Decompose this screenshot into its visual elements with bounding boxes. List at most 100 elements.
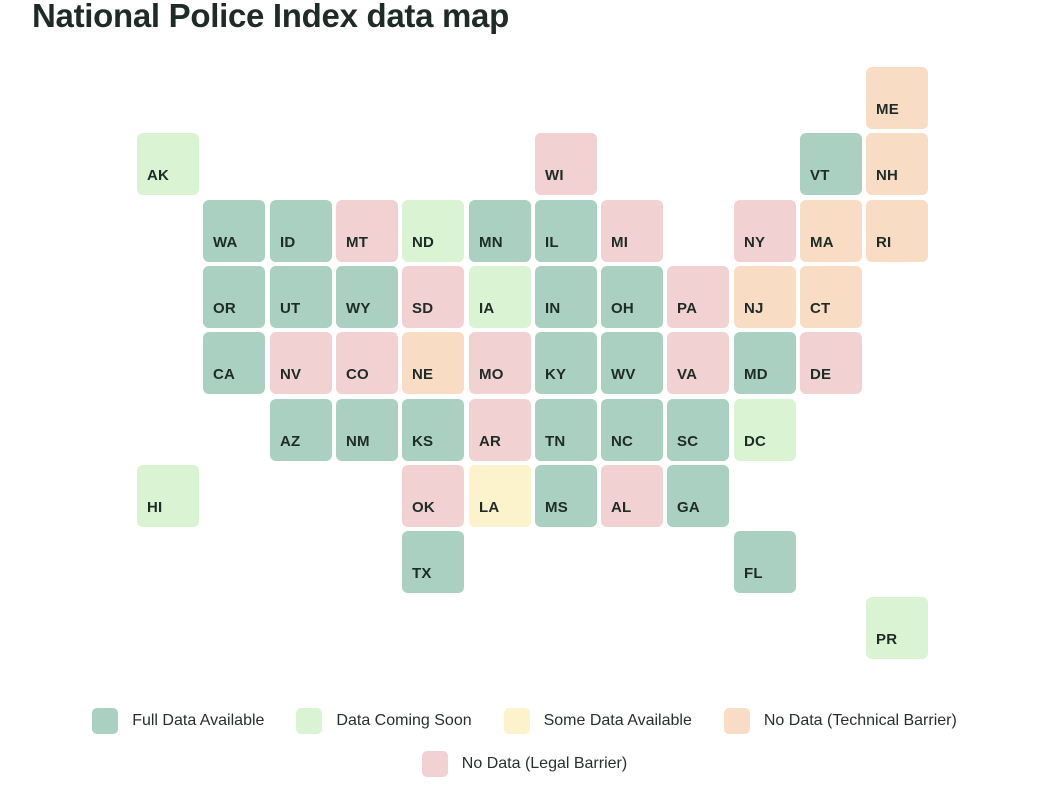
state-tile-nc[interactable]: NC — [601, 399, 663, 461]
state-tile-co[interactable]: CO — [336, 332, 398, 394]
state-tile-mo[interactable]: MO — [469, 332, 531, 394]
legend-label: Some Data Available — [543, 712, 692, 729]
legend-item-tech: No Data (Technical Barrier) — [723, 708, 957, 734]
state-tile-wv[interactable]: WV — [601, 332, 663, 394]
state-tile-ny[interactable]: NY — [734, 200, 796, 262]
state-tile-ms[interactable]: MS — [535, 465, 597, 527]
state-label: AZ — [280, 433, 301, 450]
state-tile-in[interactable]: IN — [535, 266, 597, 328]
state-tile-il[interactable]: IL — [535, 200, 597, 262]
state-tile-dc[interactable]: DC — [734, 399, 796, 461]
state-label: MT — [346, 234, 369, 251]
state-tile-me[interactable]: ME — [866, 67, 928, 129]
state-tile-tx[interactable]: TX — [402, 531, 464, 593]
state-tile-ia[interactable]: IA — [469, 266, 531, 328]
legend-label: No Data (Legal Barrier) — [461, 755, 628, 772]
state-tile-pa[interactable]: PA — [667, 266, 729, 328]
state-tile-md[interactable]: MD — [734, 332, 796, 394]
state-label: ND — [412, 234, 435, 251]
state-tile-nv[interactable]: NV — [270, 332, 332, 394]
state-tile-wy[interactable]: WY — [336, 266, 398, 328]
state-tile-nd[interactable]: ND — [402, 200, 464, 262]
state-label: MA — [810, 234, 834, 251]
state-label: IN — [545, 300, 561, 317]
state-tile-wi[interactable]: WI — [535, 133, 597, 195]
state-label: FL — [744, 565, 763, 582]
page-title: National Police Index data map — [32, 0, 509, 34]
state-tile-ri[interactable]: RI — [866, 200, 928, 262]
state-tile-nj[interactable]: NJ — [734, 266, 796, 328]
state-tile-ks[interactable]: KS — [402, 399, 464, 461]
legend-label: Data Coming Soon — [336, 712, 472, 729]
state-tile-ok[interactable]: OK — [402, 465, 464, 527]
state-tile-mt[interactable]: MT — [336, 200, 398, 262]
state-tile-mn[interactable]: MN — [469, 200, 531, 262]
state-label: RI — [876, 234, 892, 251]
state-label: MD — [744, 366, 768, 383]
state-label: DC — [744, 433, 767, 450]
state-tile-hi[interactable]: HI — [137, 465, 199, 527]
state-tile-ut[interactable]: UT — [270, 266, 332, 328]
state-tile-ma[interactable]: MA — [800, 200, 862, 262]
state-tile-ar[interactable]: AR — [469, 399, 531, 461]
state-label: CA — [213, 366, 236, 383]
legend-row-2: No Data (Legal Barrier) — [0, 751, 1049, 777]
state-tile-pr[interactable]: PR — [866, 597, 928, 659]
state-label: NH — [876, 167, 899, 184]
state-tile-ky[interactable]: KY — [535, 332, 597, 394]
state-tile-vt[interactable]: VT — [800, 133, 862, 195]
state-tile-or[interactable]: OR — [203, 266, 265, 328]
state-label: HI — [147, 499, 163, 516]
state-tile-ga[interactable]: GA — [667, 465, 729, 527]
state-label: MO — [479, 366, 504, 383]
state-tile-ak[interactable]: AK — [137, 133, 199, 195]
state-tile-az[interactable]: AZ — [270, 399, 332, 461]
state-label: PA — [677, 300, 698, 317]
state-label: DE — [810, 366, 832, 383]
state-tile-id[interactable]: ID — [270, 200, 332, 262]
state-label: SC — [677, 433, 699, 450]
state-label: UT — [280, 300, 301, 317]
state-tile-al[interactable]: AL — [601, 465, 663, 527]
legend-swatch — [723, 708, 750, 734]
legend-label: Full Data Available — [132, 712, 265, 729]
state-tile-fl[interactable]: FL — [734, 531, 796, 593]
state-tile-oh[interactable]: OH — [601, 266, 663, 328]
state-tile-sc[interactable]: SC — [667, 399, 729, 461]
state-tile-wa[interactable]: WA — [203, 200, 265, 262]
state-label: OR — [213, 300, 236, 317]
state-label: MN — [479, 234, 503, 251]
state-tile-ca[interactable]: CA — [203, 332, 265, 394]
state-tile-nm[interactable]: NM — [336, 399, 398, 461]
state-tile-mi[interactable]: MI — [601, 200, 663, 262]
state-label: AK — [147, 167, 170, 184]
state-label: WA — [213, 234, 238, 251]
state-label: WI — [545, 167, 564, 184]
state-tile-ct[interactable]: CT — [800, 266, 862, 328]
state-tile-tn[interactable]: TN — [535, 399, 597, 461]
legend-item-full: Full Data Available — [92, 708, 264, 734]
state-label: LA — [479, 499, 500, 516]
state-tile-de[interactable]: DE — [800, 332, 862, 394]
state-label: VA — [677, 366, 698, 383]
legend-item-legal: No Data (Legal Barrier) — [421, 751, 628, 777]
legend: Full Data Available Data Coming Soon Some … — [0, 708, 1049, 734]
state-label: CO — [346, 366, 369, 383]
legend-swatch — [92, 708, 119, 734]
state-label: NE — [412, 366, 434, 383]
state-label: PR — [876, 631, 898, 648]
state-tile-sd[interactable]: SD — [402, 266, 464, 328]
state-label: VT — [810, 167, 830, 184]
state-label: ID — [280, 234, 296, 251]
state-tile-va[interactable]: VA — [667, 332, 729, 394]
state-tile-la[interactable]: LA — [469, 465, 531, 527]
state-label: CT — [810, 300, 831, 317]
state-label: NM — [346, 433, 370, 450]
state-tile-nh[interactable]: NH — [866, 133, 928, 195]
state-label: KS — [412, 433, 434, 450]
legend-label: No Data (Technical Barrier) — [763, 712, 957, 729]
state-label: NC — [611, 433, 634, 450]
state-label: OH — [611, 300, 634, 317]
state-tile-ne[interactable]: NE — [402, 332, 464, 394]
state-label: IL — [545, 234, 559, 251]
